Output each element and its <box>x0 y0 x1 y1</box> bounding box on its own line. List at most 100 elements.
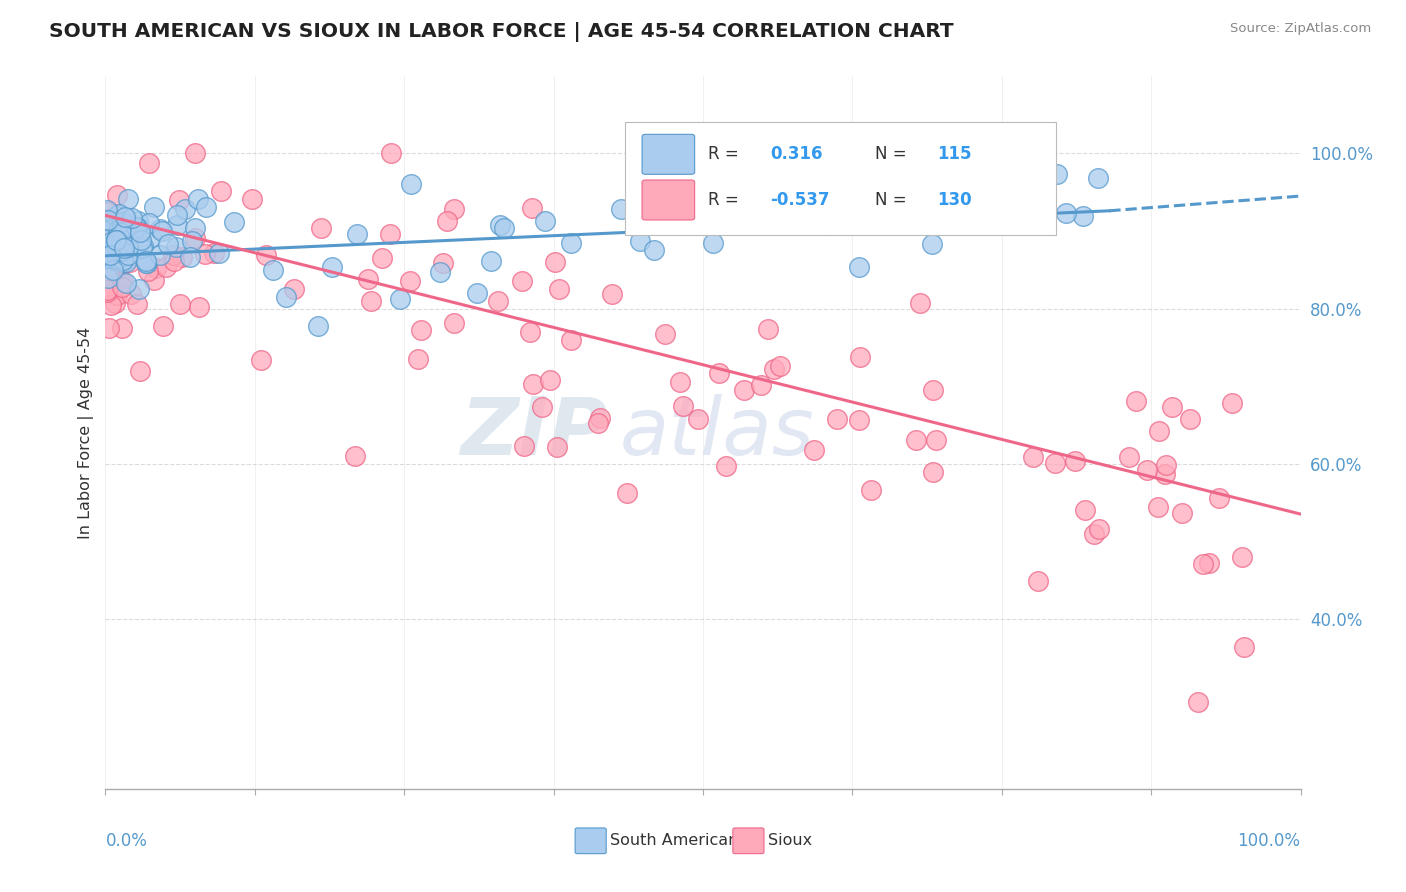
Point <box>1018 189 1040 203</box>
Point <box>115 248 138 262</box>
Point <box>262 263 284 277</box>
Point <box>1073 503 1095 517</box>
Point <box>162 247 184 261</box>
Point <box>1026 574 1049 588</box>
Point <box>157 236 180 251</box>
Point <box>763 362 786 376</box>
Point <box>97 212 120 227</box>
Point <box>700 165 723 179</box>
Point <box>925 433 948 447</box>
Point <box>110 244 132 259</box>
Point <box>96 219 118 234</box>
Point <box>117 240 139 254</box>
Point <box>110 252 132 267</box>
Point <box>98 239 121 253</box>
Point <box>129 233 152 247</box>
Y-axis label: In Labor Force | Age 45-54: In Labor Force | Age 45-54 <box>79 326 94 539</box>
Point <box>531 401 554 415</box>
Point <box>1136 463 1159 477</box>
Point <box>860 483 883 498</box>
Point <box>149 222 172 236</box>
Point <box>610 202 633 216</box>
FancyBboxPatch shape <box>643 135 695 174</box>
Point <box>1156 458 1178 473</box>
Text: atlas: atlas <box>619 393 814 472</box>
Point <box>409 323 432 337</box>
Point <box>96 285 118 299</box>
Text: 130: 130 <box>938 191 972 209</box>
Point <box>112 252 135 267</box>
Point <box>399 178 422 192</box>
Point <box>1083 526 1105 541</box>
Text: N =: N = <box>875 145 907 163</box>
Point <box>1064 454 1087 468</box>
Point <box>194 246 217 260</box>
Point <box>863 181 886 195</box>
Point <box>114 210 136 224</box>
Point <box>1198 556 1220 570</box>
Point <box>138 216 160 230</box>
Point <box>179 250 201 264</box>
Point <box>378 227 401 241</box>
Text: South Americans: South Americans <box>610 833 747 848</box>
Point <box>107 260 129 275</box>
Point <box>125 297 148 311</box>
Point <box>1022 146 1045 161</box>
Point <box>112 228 135 243</box>
Point <box>104 296 127 310</box>
Point <box>96 212 118 227</box>
Point <box>513 439 536 453</box>
Point <box>112 241 135 255</box>
Point <box>1087 171 1109 186</box>
FancyBboxPatch shape <box>733 828 763 854</box>
Point <box>181 234 204 248</box>
Point <box>97 268 120 282</box>
Point <box>905 434 928 448</box>
Text: N =: N = <box>875 191 907 209</box>
Point <box>127 220 149 235</box>
Point <box>702 235 724 250</box>
Point <box>672 399 695 413</box>
Point <box>135 256 157 270</box>
Point <box>128 282 150 296</box>
Point <box>436 214 458 228</box>
Point <box>586 416 609 430</box>
Point <box>825 412 848 426</box>
Point <box>208 246 231 260</box>
Point <box>143 200 166 214</box>
Point <box>163 254 186 268</box>
Point <box>546 440 568 454</box>
Point <box>929 169 952 184</box>
Point <box>1187 694 1209 708</box>
Point <box>136 263 159 277</box>
Point <box>117 248 139 262</box>
Point <box>115 217 138 231</box>
Point <box>167 193 190 207</box>
Point <box>112 219 135 233</box>
Point <box>103 263 125 277</box>
Point <box>184 230 207 244</box>
Point <box>494 220 516 235</box>
Point <box>841 194 863 208</box>
Point <box>97 268 120 283</box>
Point <box>707 367 730 381</box>
Point <box>97 252 120 266</box>
Point <box>1233 640 1256 654</box>
Point <box>489 219 512 233</box>
Point <box>1045 456 1067 470</box>
Point <box>921 236 943 251</box>
Point <box>222 215 245 229</box>
Point <box>139 230 162 244</box>
Point <box>124 219 146 234</box>
Point <box>114 276 136 290</box>
Point <box>104 238 127 252</box>
Point <box>96 203 118 218</box>
Point <box>128 225 150 239</box>
Point <box>848 350 870 364</box>
Point <box>654 326 676 341</box>
FancyBboxPatch shape <box>643 180 695 220</box>
Point <box>848 413 870 427</box>
Point <box>117 239 139 253</box>
Point <box>628 234 651 248</box>
Point <box>522 376 544 391</box>
